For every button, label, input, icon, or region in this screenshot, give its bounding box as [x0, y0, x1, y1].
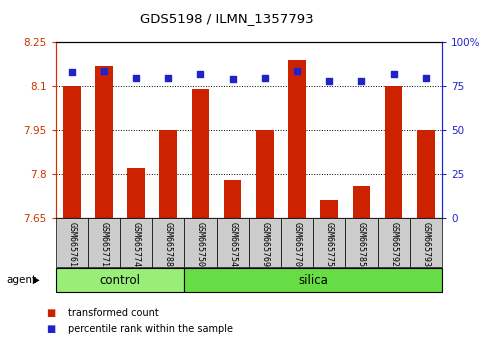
Bar — [256, 130, 274, 218]
Point — [132, 75, 140, 80]
Text: GSM665771: GSM665771 — [99, 222, 108, 267]
Text: ■: ■ — [46, 308, 55, 318]
Bar — [313, 218, 345, 267]
Text: GDS5198 / ILMN_1357793: GDS5198 / ILMN_1357793 — [140, 12, 314, 25]
Text: GSM665775: GSM665775 — [325, 222, 334, 267]
Text: percentile rank within the sample: percentile rank within the sample — [68, 324, 233, 333]
Point — [422, 75, 430, 80]
Bar — [320, 200, 338, 218]
Bar — [216, 218, 249, 267]
Bar — [249, 218, 281, 267]
Point — [326, 78, 333, 84]
Point — [164, 75, 172, 80]
Text: GSM665774: GSM665774 — [131, 222, 141, 267]
Point — [293, 68, 301, 73]
Bar — [185, 218, 216, 267]
Bar — [288, 60, 306, 218]
Bar — [56, 268, 185, 292]
Text: GSM665769: GSM665769 — [260, 222, 270, 267]
Bar — [88, 218, 120, 267]
Bar — [345, 218, 378, 267]
Text: transformed count: transformed count — [68, 308, 158, 318]
Point — [100, 68, 108, 73]
Text: agent: agent — [6, 275, 36, 285]
Bar — [281, 218, 313, 267]
Bar — [185, 268, 442, 292]
Bar — [127, 168, 145, 218]
Bar — [417, 130, 435, 218]
Bar — [192, 89, 209, 218]
Bar — [378, 218, 410, 267]
Point — [357, 78, 365, 84]
Text: GSM665793: GSM665793 — [421, 222, 430, 267]
Text: GSM665785: GSM665785 — [357, 222, 366, 267]
Text: ■: ■ — [46, 324, 55, 333]
Text: GSM665754: GSM665754 — [228, 222, 237, 267]
Point — [261, 75, 269, 80]
Bar — [152, 218, 185, 267]
Text: control: control — [99, 274, 141, 286]
Text: GSM665761: GSM665761 — [67, 222, 76, 267]
Bar — [353, 185, 370, 218]
Bar — [410, 218, 442, 267]
Text: GSM665792: GSM665792 — [389, 222, 398, 267]
Bar — [159, 130, 177, 218]
Text: silica: silica — [298, 274, 328, 286]
Point — [390, 71, 398, 77]
Bar — [63, 86, 81, 218]
Bar — [56, 218, 88, 267]
Bar — [224, 180, 242, 218]
Bar — [95, 66, 113, 218]
Text: GSM665750: GSM665750 — [196, 222, 205, 267]
Point — [229, 76, 237, 82]
Point — [197, 71, 204, 77]
Polygon shape — [33, 276, 40, 284]
Text: GSM665788: GSM665788 — [164, 222, 173, 267]
Text: GSM665770: GSM665770 — [293, 222, 301, 267]
Bar — [385, 86, 402, 218]
Point — [68, 69, 75, 75]
Bar — [120, 218, 152, 267]
